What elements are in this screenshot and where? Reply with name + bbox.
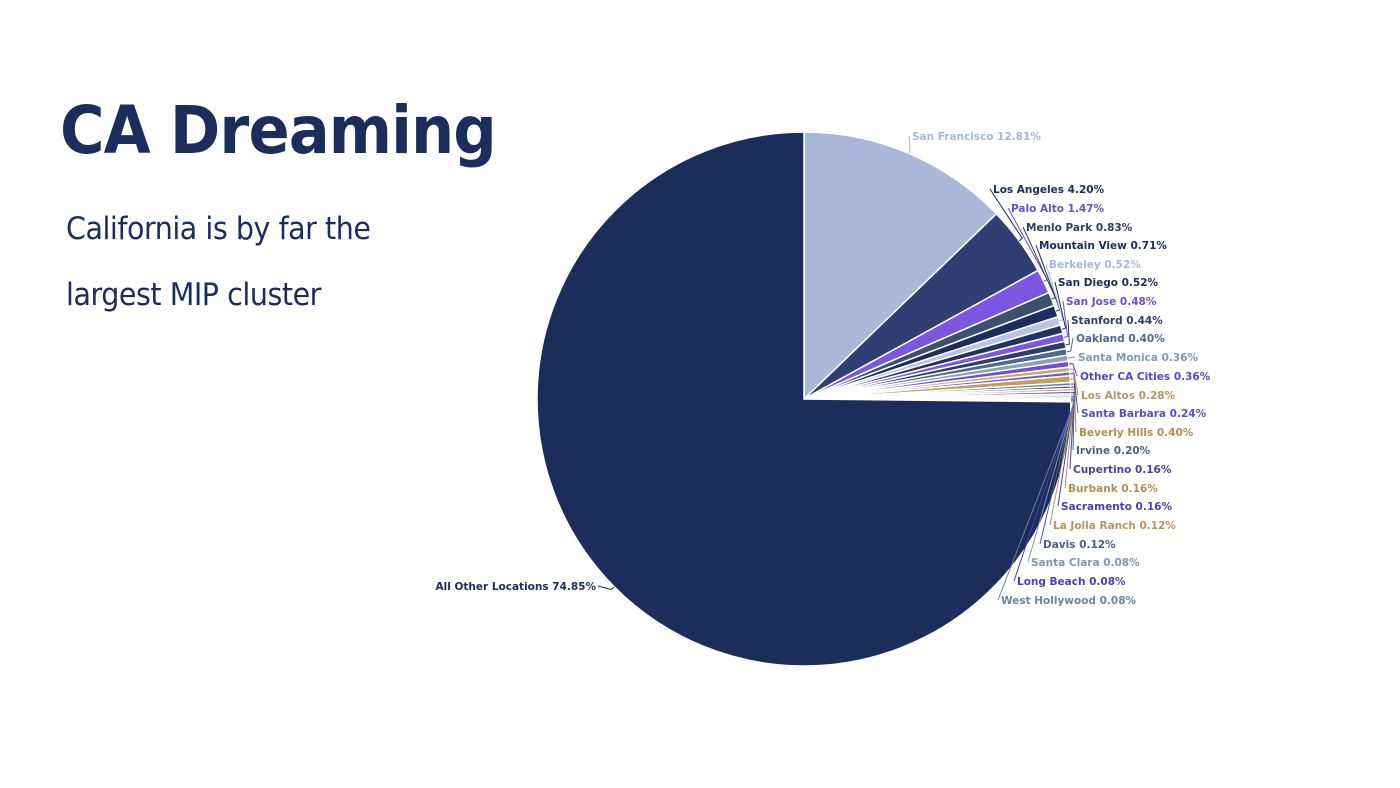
leader-line-sacramento <box>1057 391 1076 507</box>
slide-subtitle: California is by far the largest MIP clu… <box>66 211 371 313</box>
slice-label-long-beach: Long Beach 0.08% <box>1017 576 1126 588</box>
leader-line-santa-barbara <box>1069 372 1079 414</box>
leader-line-beverly-hills <box>1070 378 1077 433</box>
slide-title: CA Dreaming <box>60 92 497 169</box>
leader-line-stanford <box>1065 319 1070 346</box>
leader-line-other-ca-cities <box>1068 363 1078 377</box>
leader-line-san-francisco <box>908 135 911 154</box>
leader-line-long-beach <box>1013 399 1076 582</box>
leader-line-irvine <box>1070 383 1076 451</box>
slice-label-palo-alto: Palo Alto 1.47% <box>1011 203 1104 215</box>
slice-label-santa-monica: Santa Monica 0.36% <box>1078 352 1198 364</box>
pie-slice-san-francisco <box>803 131 998 401</box>
leader-line-all-other-locations <box>597 585 615 591</box>
leader-line-berkeley <box>1045 263 1064 322</box>
leader-line-cupertino <box>1069 386 1076 470</box>
leader-lines <box>597 135 1079 601</box>
slice-label-san-diego: San Diego 0.52% <box>1058 277 1159 289</box>
slice-label-davis: Davis 0.12% <box>1043 539 1116 551</box>
slice-label-cupertino: Cupertino 0.16% <box>1073 464 1172 476</box>
slice-label-all-other-locations: All Other Locations 74.85% <box>435 581 596 593</box>
slice-label-mountain-view: Mountain View 0.71% <box>1039 240 1167 252</box>
leader-line-burbank <box>1064 389 1076 489</box>
slice-label-irvine: Irvine 0.20% <box>1076 445 1151 457</box>
leader-line-los-angeles <box>989 188 1023 242</box>
slice-label-la-jolla-ranch: La Jolla Ranch 0.12% <box>1053 520 1176 532</box>
leader-line-santa-clara <box>1027 398 1076 563</box>
slice-label-san-francisco: San Francisco 12.81% <box>912 131 1041 143</box>
slice-label-los-altos: Los Altos 0.28% <box>1081 390 1176 402</box>
slice-labels: San Francisco 12.81% Los Angeles 4.20% Pal… <box>435 131 1210 607</box>
slice-label-sacramento: Sacramento 0.16% <box>1061 501 1172 513</box>
slice-label-beverly-hills: Beverly Hills 0.40% <box>1079 427 1194 439</box>
slice-label-oakland: Oakland 0.40% <box>1076 333 1165 345</box>
slice-label-san-jose: San Jose 0.48% <box>1066 296 1157 308</box>
leader-line-davis <box>1039 396 1076 545</box>
leader-line-san-jose <box>1062 300 1069 338</box>
slice-label-other-ca-cities: Other CA Cities 0.36% <box>1080 371 1211 383</box>
leader-line-la-jolla-ranch <box>1049 394 1076 526</box>
pie-slice-all-other-locations <box>536 131 1072 667</box>
slice-label-santa-clara: Santa Clara 0.08% <box>1031 557 1140 569</box>
slice-label-menlo-park: Menlo Park 0.83% <box>1026 222 1133 234</box>
slice-label-los-angeles: Los Angeles 4.20% <box>993 184 1105 196</box>
leader-line-santa-monica <box>1067 356 1076 359</box>
slice-label-burbank: Burbank 0.16% <box>1068 483 1158 495</box>
leader-line-west-hollywood <box>997 400 1076 601</box>
leader-line-san-diego <box>1054 281 1067 330</box>
slice-label-santa-barbara: Santa Barbara 0.24% <box>1081 408 1207 420</box>
leader-line-oakland <box>1066 337 1074 353</box>
pie-slices <box>536 131 1072 667</box>
leader-line-los-altos <box>1069 368 1079 396</box>
slice-label-west-hollywood: West Hollywood 0.08% <box>1001 595 1137 607</box>
slice-label-berkeley: Berkeley 0.52% <box>1049 259 1141 271</box>
slice-label-stanford: Stanford 0.44% <box>1071 315 1163 327</box>
